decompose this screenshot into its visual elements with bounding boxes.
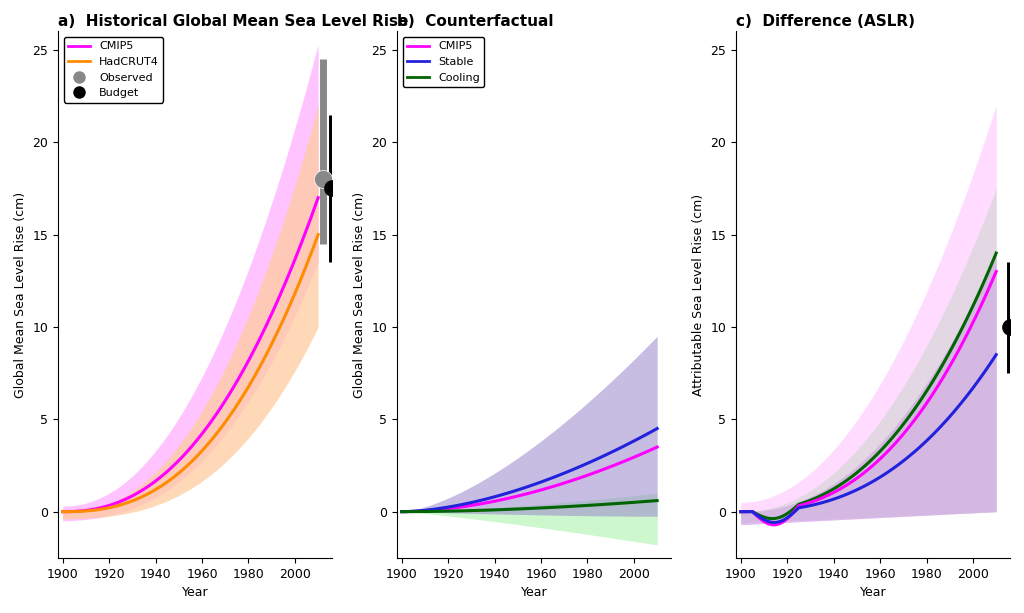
Text: c)  Difference (ASLR): c) Difference (ASLR) [736,14,915,29]
Legend: CMIP5, Stable, Cooling: CMIP5, Stable, Cooling [402,37,484,87]
X-axis label: Year: Year [860,586,887,599]
Y-axis label: Global Mean Sea Level Rise (cm): Global Mean Sea Level Rise (cm) [353,192,366,398]
X-axis label: Year: Year [181,586,208,599]
Text: a)  Historical Global Mean Sea Level Rise: a) Historical Global Mean Sea Level Rise [58,14,409,29]
X-axis label: Year: Year [521,586,548,599]
Y-axis label: Global Mean Sea Level Rise (cm): Global Mean Sea Level Rise (cm) [14,192,27,398]
Text: b)  Counterfactual: b) Counterfactual [397,14,554,29]
Legend: CMIP5, HadCRUT4, Observed, Budget: CMIP5, HadCRUT4, Observed, Budget [63,37,164,102]
Y-axis label: Attributable Sea Level Rise (cm): Attributable Sea Level Rise (cm) [692,194,705,396]
